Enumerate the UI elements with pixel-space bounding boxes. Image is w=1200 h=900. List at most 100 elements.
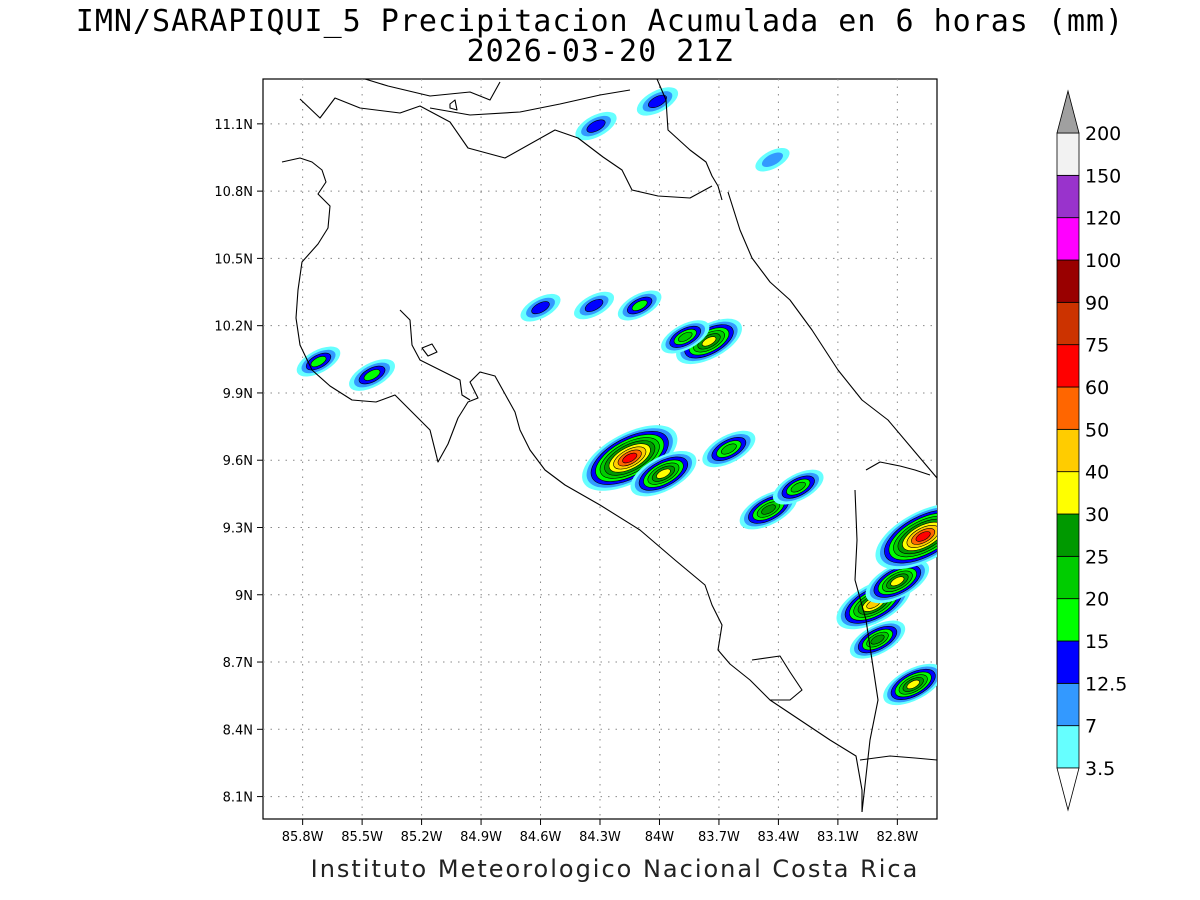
rain-cell (617, 290, 662, 321)
lon-tick-label: 84.9W (460, 830, 502, 845)
colorbar-label: 15 (1085, 631, 1109, 653)
lat-tick-label: 11.1N (214, 118, 253, 133)
colorbar-box (1056, 301, 1080, 346)
rain-cell (349, 359, 395, 391)
osa-peninsula (751, 655, 803, 701)
rain-contour (915, 531, 931, 542)
colorbar-box (1056, 259, 1080, 303)
rain-contour (890, 576, 905, 587)
colorbar-box (1056, 386, 1080, 430)
rain-contour (631, 299, 648, 312)
rain-contour (761, 504, 776, 515)
lon-tick-label: 82.8W (876, 830, 918, 845)
rainfall-field (296, 87, 937, 706)
colorbar-label: 25 (1085, 546, 1109, 568)
rain-contour (586, 119, 606, 133)
lat-tick-label: 9N (235, 589, 253, 604)
rain-contour (310, 356, 327, 368)
footer-credit: Instituto Meteorologico Nacional Costa R… (310, 855, 920, 883)
nicaragua-border (299, 97, 713, 199)
colorbar-box (1056, 344, 1080, 388)
lat-tick-label: 8.1N (223, 791, 253, 806)
rain-contour (701, 336, 717, 347)
colorbar-label: 60 (1085, 377, 1109, 399)
colorbar-label: 12.5 (1085, 673, 1127, 695)
lon-tick-label: 84.6W (520, 830, 562, 845)
lat-tick-label: 10.2N (214, 320, 253, 335)
rain-contour (678, 331, 693, 342)
colorbar-label: 75 (1085, 335, 1109, 357)
rain-contour (584, 299, 604, 312)
rain-cell (520, 293, 561, 322)
lon-tick-label: 84.3W (579, 830, 621, 845)
pacific-coast-guanacaste (281, 157, 863, 812)
lon-tick-label: 84W (645, 830, 675, 845)
colorbar-top-arrow (1056, 89, 1080, 134)
colorbar-box (1056, 428, 1080, 473)
colorbar-label: 50 (1085, 419, 1109, 441)
longitude-axis: 85.8W 85.5W 85.2W 84.9W 84.6W 84.3W 84W 83.7W 83… (282, 819, 918, 845)
map-title-line1: IMN/SARAPIQUI_5 Precipitacion Acumulada … (75, 4, 1125, 39)
rain-cell (582, 425, 678, 491)
colorbar-label: 150 (1085, 165, 1121, 187)
colorbar-box (1056, 725, 1080, 769)
lon-tick-label: 83.1W (817, 830, 859, 845)
rain-cell (875, 503, 937, 570)
rain-contour (622, 452, 638, 464)
colorbar-label: 90 (1085, 292, 1109, 314)
colorbar-label: 3.5 (1085, 758, 1115, 780)
map-title-line2: 2026-03-20 21Z (466, 34, 734, 69)
lon-tick-label: 83.4W (758, 830, 800, 845)
rain-contour (870, 634, 885, 645)
rain-cell (661, 320, 710, 354)
panama-border (854, 489, 879, 813)
rain-contour (906, 679, 920, 690)
island-small (449, 99, 458, 111)
lat-tick-label: 10.5N (214, 252, 253, 267)
rain-contour (720, 443, 737, 455)
lat-tick-label: 9.9N (223, 387, 253, 402)
panama-coast (865, 461, 931, 476)
rain-cell (865, 559, 930, 604)
island-nicoya (421, 343, 438, 357)
lon-tick-label: 83.7W (698, 830, 740, 845)
lon-tick-label: 85.2W (401, 830, 443, 845)
colorbar-bottom-arrow (1056, 767, 1080, 812)
caribbean-coast (727, 191, 937, 479)
colorbar-box (1056, 682, 1080, 727)
lat-tick-label: 8.4N (223, 723, 253, 738)
colorbar-box (1056, 132, 1080, 176)
lon-tick-label: 85.5W (341, 830, 383, 845)
lat-tick-label: 10.8N (214, 185, 253, 200)
rain-contour (648, 94, 667, 109)
colorbar-box (1056, 640, 1080, 684)
gulf-of-nicoya (399, 309, 471, 401)
colorbar-label: 200 (1085, 123, 1121, 145)
rain-contour (790, 481, 806, 493)
lake-nicaragua-south (429, 89, 631, 116)
rain-contour (656, 468, 671, 479)
colorbar-box (1056, 174, 1080, 219)
rain-contour (363, 369, 381, 381)
colorbar-box (1056, 471, 1080, 515)
rain-cell (574, 291, 615, 320)
rain-cell (702, 430, 756, 468)
colorbar-box (1056, 555, 1080, 600)
rain-cell (883, 663, 937, 706)
colorbar-label: 30 (1085, 504, 1109, 526)
rain-cell (630, 450, 697, 497)
colorbar-label: 20 (1085, 589, 1109, 611)
coastlines (281, 79, 937, 813)
rain-contour (531, 301, 550, 315)
colorbar: 3.5 7 12.5 15 20 25 30 40 50 60 75 90 100 120 150 200 (1056, 89, 1127, 812)
lat-tick-label: 9.3N (223, 521, 253, 536)
lon-tick-label: 85.8W (282, 830, 324, 845)
rain-cell (772, 469, 824, 505)
colorbar-box (1056, 513, 1080, 557)
lat-tick-label: 9.6N (223, 454, 253, 469)
colorbar-box (1056, 598, 1080, 642)
colorbar-box (1056, 217, 1080, 261)
rain-cell (575, 111, 617, 141)
lake-nicaragua-shore (364, 79, 501, 101)
